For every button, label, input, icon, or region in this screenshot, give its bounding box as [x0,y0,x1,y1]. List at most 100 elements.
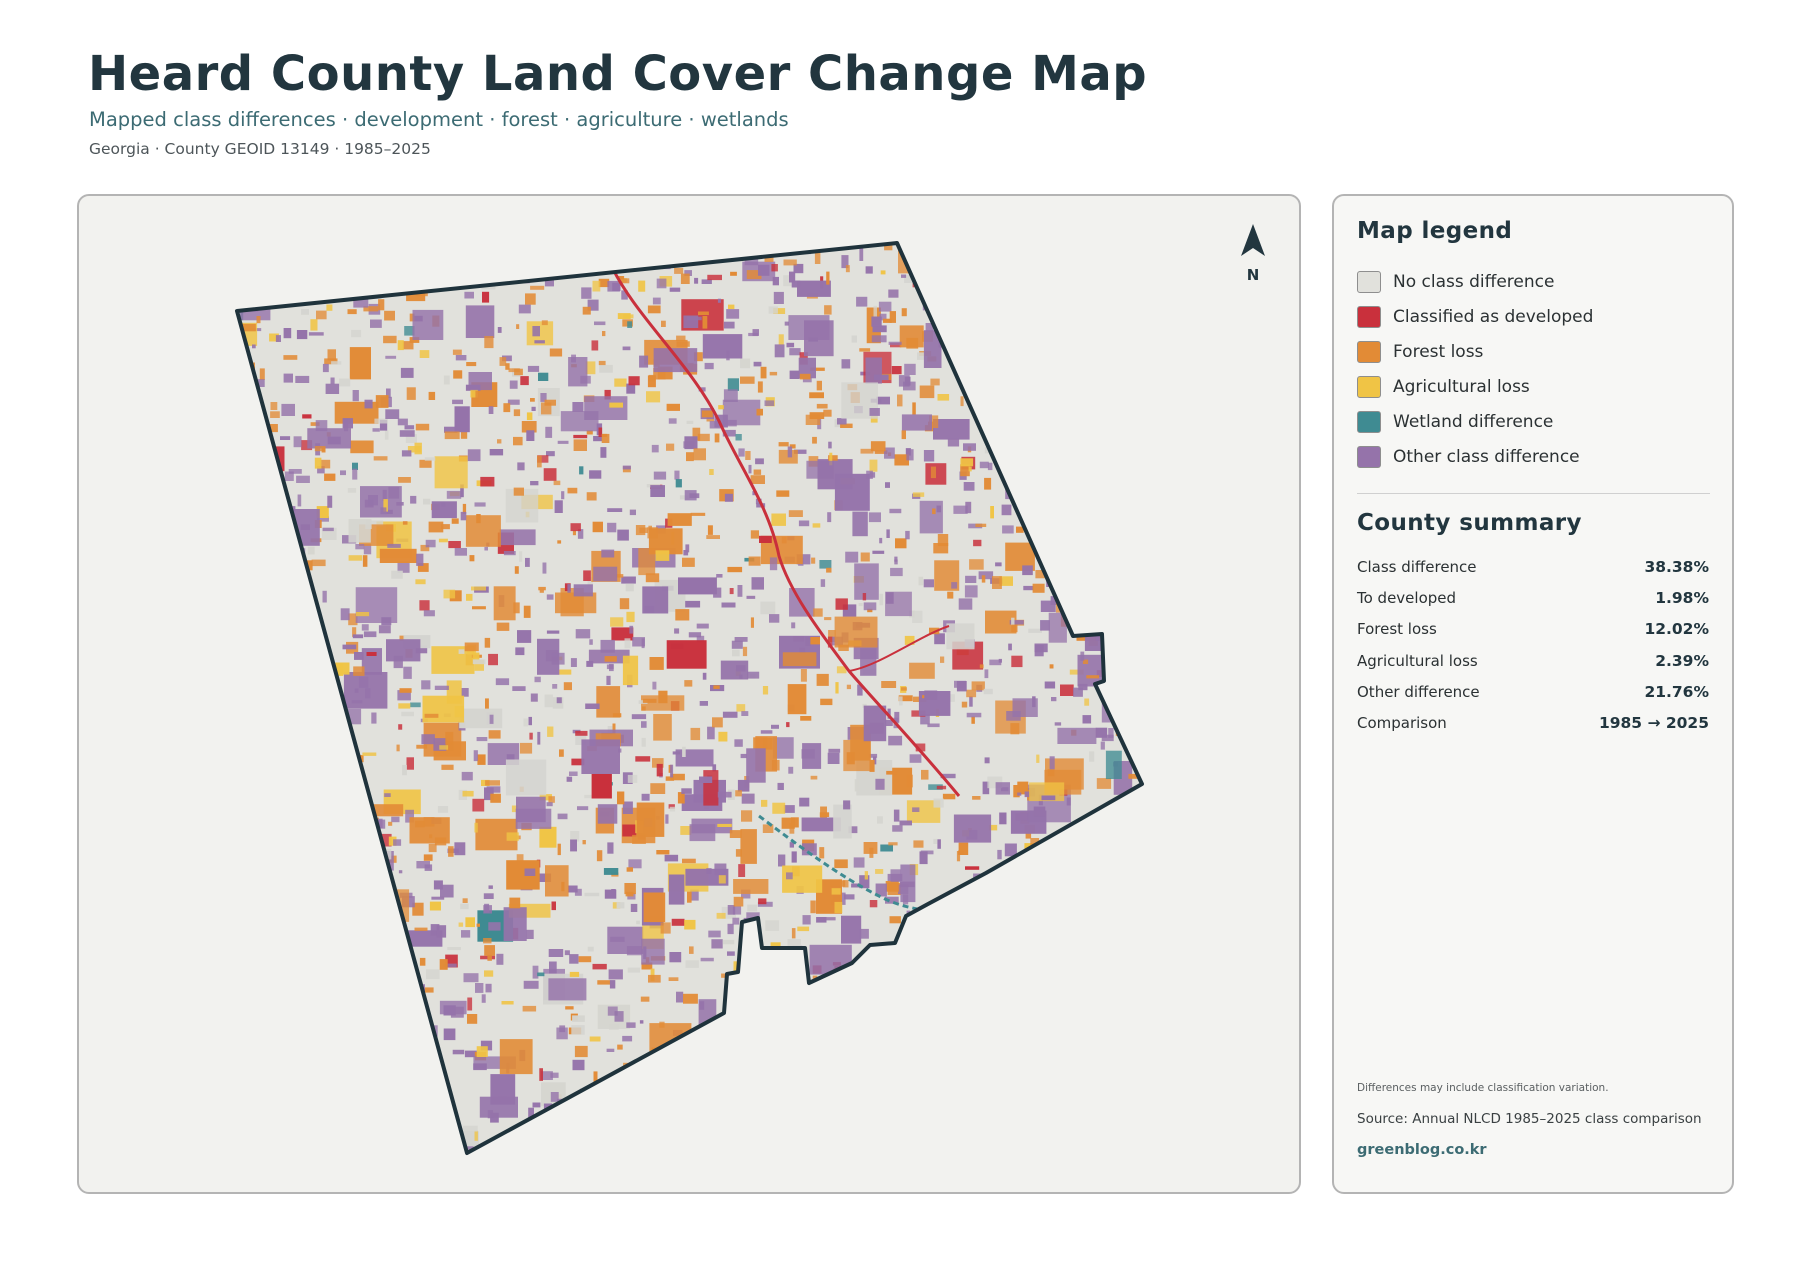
change-patch [915,743,926,752]
change-patch [996,318,1023,334]
change-patch [933,419,970,440]
change-patch [448,541,461,549]
change-patch [466,1146,474,1150]
change-patch [1046,297,1057,305]
change-patch [599,364,613,373]
change-patch [1025,1054,1034,1064]
change-patch [1039,389,1050,401]
change-patch [870,441,886,452]
change-patch [483,905,492,914]
change-patch [750,530,759,539]
change-patch [253,379,265,387]
change-patch [362,752,377,756]
change-patch [940,773,956,779]
change-patch [1128,261,1134,271]
change-patch [689,493,700,499]
change-patch [539,826,557,848]
change-patch [1004,1139,1008,1147]
change-patch [986,346,996,351]
change-patch [219,787,232,792]
change-patch [946,1096,964,1123]
change-patch [460,427,468,439]
change-patch [957,243,972,252]
change-patch [869,472,876,478]
change-patch [225,1120,229,1132]
change-patch [1064,965,1073,972]
change-patch [1035,875,1041,887]
change-patch [892,825,903,832]
change-patch [1039,1085,1047,1091]
legend-label: Wetland difference [1393,411,1554,432]
change-patch [270,255,275,265]
change-patch [1048,515,1058,526]
change-patch [585,361,596,375]
change-patch [428,843,437,853]
change-patch [546,451,555,457]
change-patch [838,644,849,651]
change-patch [527,365,540,372]
change-patch [1016,855,1031,867]
change-patch [673,1121,680,1132]
change-patch [891,366,902,375]
change-patch [986,327,994,335]
change-patch [722,419,737,427]
change-patch [436,925,447,938]
change-patch [411,243,420,248]
change-patch [894,559,898,565]
change-patch [342,418,353,429]
change-patch [280,811,295,821]
change-patch [643,892,666,923]
change-patch [1154,965,1164,972]
change-patch [409,337,420,343]
change-patch [416,1047,420,1056]
change-patch [404,326,415,336]
change-patch [1087,474,1097,484]
change-patch [937,394,950,401]
change-patch [937,534,949,547]
change-patch [787,684,807,715]
change-patch [984,669,989,679]
change-patch [1090,537,1095,551]
change-patch [618,278,630,284]
change-patch [648,374,656,382]
change-patch [878,301,892,312]
change-patch [896,1149,910,1153]
change-patch [315,420,328,432]
change-patch [801,749,815,759]
site-link[interactable]: greenblog.co.kr [1357,1142,1487,1158]
change-patch [1078,912,1089,916]
change-patch [830,984,841,994]
change-patch [1003,1004,1018,1009]
map-panel[interactable]: N [77,194,1301,1194]
change-patch [859,1098,872,1103]
change-patch [508,272,513,281]
change-patch [269,1085,283,1097]
change-patch [347,488,357,493]
change-patch [607,1006,618,1016]
summary-label: Other difference [1357,682,1480,701]
change-patch [689,946,694,954]
change-patch [560,411,599,432]
county-map[interactable] [79,196,1299,1192]
change-patch [373,1077,384,1089]
change-patch [974,394,987,406]
change-patch [1069,669,1084,675]
change-patch [798,1109,807,1120]
change-patch [1122,1032,1127,1038]
change-patch [1108,804,1121,812]
change-patch [1107,368,1113,376]
change-patch [648,974,661,983]
change-patch [597,980,611,985]
change-patch [319,459,331,469]
change-patch [1001,504,1012,516]
change-patch [1021,991,1030,1004]
change-patch [681,1060,695,1064]
change-patch [1111,295,1119,300]
change-patch [972,252,1004,266]
change-patch [1065,1085,1077,1095]
developed-corridor-layer [607,260,961,797]
change-patch [638,280,646,292]
change-patch [790,817,799,828]
change-patch [953,814,992,843]
change-patch [890,567,903,577]
